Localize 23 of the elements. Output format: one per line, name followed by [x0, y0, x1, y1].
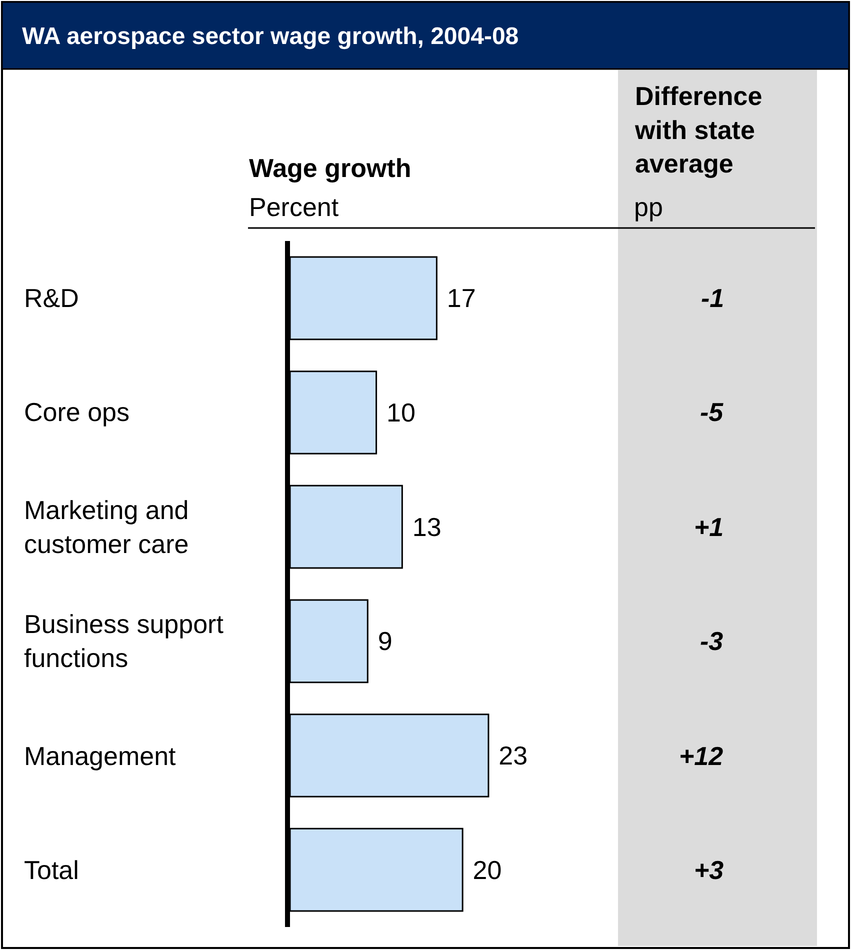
y-tick-label: Core ops	[24, 397, 130, 427]
data-label: 13	[405, 512, 442, 542]
data-label: 20	[466, 854, 502, 885]
text: +12	[679, 741, 724, 771]
y-tick-label: Total	[24, 855, 79, 885]
text: +3	[694, 855, 724, 885]
text: -5	[700, 397, 724, 427]
y-tick-label: Management	[24, 741, 177, 771]
text: pp	[634, 192, 663, 222]
data-label: 23	[491, 740, 528, 770]
y-tick-label: R&D	[24, 283, 79, 313]
text: -3	[700, 626, 724, 656]
data-label: 17	[440, 283, 476, 314]
text: +1	[694, 512, 724, 542]
data-label: 9	[370, 626, 392, 656]
x-axis-title: Percent	[249, 192, 340, 222]
text: -1	[701, 283, 724, 313]
chart-subtitle: Wage growth	[249, 153, 412, 183]
text: Difference with state average	[634, 81, 762, 179]
chart-title: WA aerospace sector wage growth, 2004-08	[22, 23, 519, 50]
data-label: 10	[379, 398, 416, 428]
y-tick-label: Marketing and customer care	[24, 495, 189, 559]
y-tick-label: Business support functions	[24, 609, 224, 673]
